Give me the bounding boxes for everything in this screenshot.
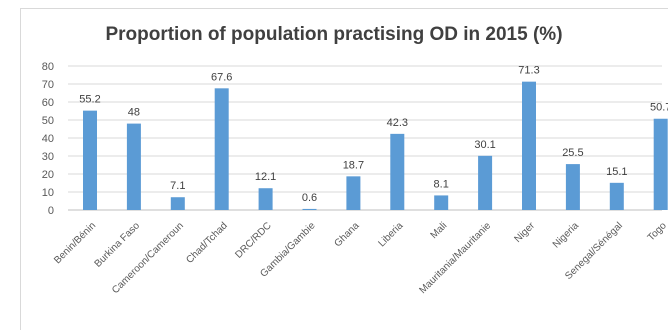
data-label: 8.1	[434, 178, 449, 190]
category-label: Nigeria	[551, 220, 581, 250]
bar	[346, 176, 361, 210]
y-tick-label: 10	[42, 187, 54, 199]
data-label: 48	[128, 107, 140, 119]
category-label: Ghana	[333, 220, 362, 249]
chart-plot: 0102030405060708055.2Benin/Bénin48Burkin…	[42, 61, 668, 296]
data-label: 7.1	[170, 180, 185, 192]
category-label: Mauritania/Mauritanie	[417, 220, 493, 296]
bar	[609, 182, 624, 210]
data-label: 71.3	[518, 65, 539, 77]
y-tick-label: 50	[42, 115, 54, 127]
category-label: Benin/Bénin	[52, 220, 98, 266]
data-label: 15.1	[606, 166, 627, 178]
bar	[434, 195, 449, 210]
bar	[126, 123, 141, 210]
data-label: 12.1	[255, 171, 276, 183]
category-label: Togo	[646, 220, 668, 243]
data-label: 30.1	[474, 139, 495, 151]
data-label: 50.7	[650, 102, 668, 114]
data-label: 25.5	[562, 147, 583, 159]
bar	[83, 110, 97, 210]
bar	[478, 155, 493, 210]
y-tick-label: 70	[42, 79, 54, 91]
bar	[522, 81, 536, 210]
chart-frame	[20, 8, 668, 330]
y-tick-label: 0	[48, 205, 54, 217]
bar	[170, 197, 185, 210]
bar	[214, 88, 229, 210]
data-label: 67.6	[211, 71, 232, 83]
bar	[302, 208, 317, 210]
bar	[258, 188, 273, 210]
category-label: Chad/Tchad	[184, 220, 230, 266]
data-label: 55.2	[79, 94, 100, 106]
category-label: Niger	[512, 220, 537, 245]
data-label: 0.6	[302, 192, 317, 204]
y-tick-label: 20	[42, 169, 54, 181]
category-label: Liberia	[376, 220, 405, 249]
data-label: 18.7	[343, 159, 364, 171]
data-label: 42.3	[387, 117, 408, 129]
y-tick-label: 30	[42, 151, 54, 163]
bar	[653, 118, 668, 210]
y-tick-label: 60	[42, 97, 54, 109]
bar	[565, 164, 580, 210]
chart-title: Proportion of population practising OD i…	[105, 24, 563, 45]
category-label: DRC/RDC	[233, 220, 273, 260]
y-tick-label: 40	[42, 133, 54, 145]
y-tick-label: 80	[42, 61, 54, 73]
category-label: Mali	[429, 220, 450, 241]
bar	[390, 133, 405, 210]
